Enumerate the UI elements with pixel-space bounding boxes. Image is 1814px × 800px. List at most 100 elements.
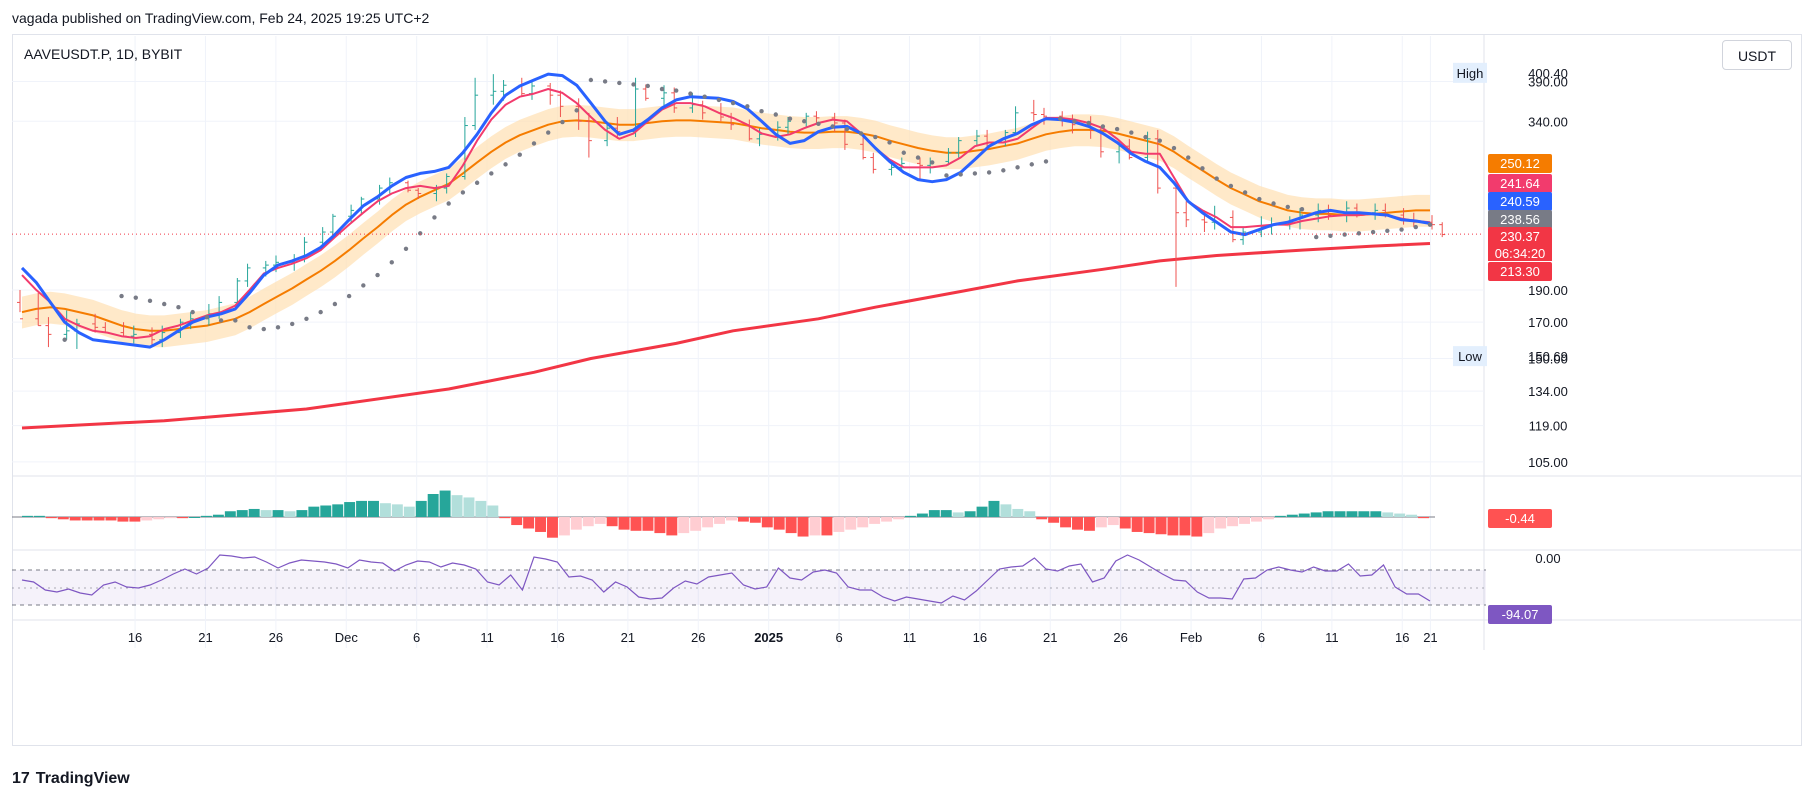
macd-bar <box>45 517 57 519</box>
macd-bar <box>1036 517 1048 520</box>
macd-bar <box>1322 511 1334 517</box>
price-tag: 238.56 <box>1500 212 1540 227</box>
x-tick-label: Feb <box>1180 630 1202 645</box>
sar-dot <box>1271 201 1276 206</box>
macd-bar <box>212 514 224 517</box>
price-tag-box <box>1488 244 1552 261</box>
macd-bar <box>1000 504 1012 517</box>
sar-dot <box>716 97 722 103</box>
macd-bar <box>463 497 475 517</box>
x-tick-label: 11 <box>1325 630 1339 645</box>
sar-dot <box>247 325 252 330</box>
x-tick-label: 16 <box>973 630 987 645</box>
macd-bar <box>81 517 93 521</box>
currency-selector[interactable]: USDT <box>1722 40 1792 70</box>
macd-bar <box>570 517 582 530</box>
macd-bar <box>726 517 737 521</box>
sar-dot <box>62 337 67 342</box>
sar-dot <box>1314 234 1319 240</box>
sar-dot <box>1029 162 1034 167</box>
y-tick-label: 390.00 <box>1528 74 1568 89</box>
sar-dot <box>674 88 679 93</box>
macd-bar <box>415 500 427 517</box>
sar-dot <box>1100 124 1106 129</box>
sar-dot <box>1072 119 1077 124</box>
macd-bar <box>821 517 833 536</box>
macd-bar <box>988 500 1000 517</box>
sar-dot <box>474 180 480 185</box>
macd-bar <box>773 517 785 530</box>
sar-dot <box>546 130 551 135</box>
sar-dot <box>787 116 793 121</box>
macd-bar <box>403 506 415 517</box>
high-value: 400.40 <box>1528 66 1568 81</box>
rsi-zero-label: 0.00 <box>1535 551 1560 566</box>
envelope-band <box>22 104 1430 348</box>
macd-bar <box>1095 517 1107 528</box>
macd-bar <box>558 517 570 536</box>
x-tick-label: 21 <box>1423 630 1437 645</box>
ma-200-line <box>21 242 1431 430</box>
x-tick-label: 6 <box>1258 630 1265 645</box>
sar-dot <box>432 215 437 220</box>
sar-dot <box>318 309 323 315</box>
macd-bar <box>809 517 821 536</box>
y-tick-label: 190.00 <box>1528 283 1568 298</box>
macd-bar <box>69 517 81 521</box>
sar-dot <box>1015 165 1020 170</box>
macd-bar <box>165 517 177 519</box>
macd-bar <box>475 500 487 517</box>
y-tick-label: 170.00 <box>1528 315 1568 330</box>
sar-dot <box>162 301 167 307</box>
tradingview-logo[interactable]: 17 TradingView <box>12 770 130 788</box>
macd-bar <box>368 500 379 517</box>
macd-bar <box>439 490 451 517</box>
x-tick-label: 16 <box>1395 630 1409 645</box>
sar-dot <box>560 119 565 125</box>
macd-bar <box>630 517 642 531</box>
y-tick-label: 105.00 <box>1528 455 1568 470</box>
price-tag: 213.30 <box>1500 264 1540 279</box>
macd-bar <box>702 517 714 528</box>
sar-dot <box>659 86 665 92</box>
low-label-box <box>1453 346 1487 367</box>
sar-dot <box>688 91 693 96</box>
price-tag-box <box>1488 227 1552 246</box>
macd-bar <box>893 517 904 520</box>
macd-bar <box>1143 517 1155 534</box>
sar-dot <box>944 173 949 178</box>
price-tag: 240.59 <box>1500 194 1540 209</box>
price-tag: 250.12 <box>1500 156 1540 171</box>
macd-bar <box>1262 517 1274 520</box>
y-tick-label: 340.00 <box>1528 114 1568 129</box>
rsi-tag: -94.07 <box>1502 607 1539 622</box>
macd-bar <box>1215 517 1227 529</box>
sar-dot <box>1143 134 1148 140</box>
macd-bar <box>1239 517 1251 524</box>
macd-bar <box>618 517 630 530</box>
macd-bar <box>499 517 511 519</box>
macd-bar <box>248 508 260 517</box>
sar-dot <box>1043 159 1049 164</box>
macd-bar <box>57 517 69 520</box>
sar-dot <box>304 316 309 321</box>
x-tick-label: 6 <box>835 630 842 645</box>
sar-dot <box>574 108 579 113</box>
sar-dot <box>361 283 366 288</box>
rsi-line <box>21 554 1431 604</box>
sar-dot <box>133 295 138 300</box>
sar-dot <box>446 201 451 206</box>
macd-bar <box>535 517 547 532</box>
sar-dot <box>759 108 764 114</box>
sar-dot <box>730 100 736 106</box>
x-tick-label: 16 <box>128 630 142 645</box>
sar-dot <box>1285 204 1290 210</box>
macd-bar <box>940 510 952 517</box>
price-tag: 241.64 <box>1500 176 1540 191</box>
x-tick-label: Dec <box>335 630 359 645</box>
sar-dot <box>645 83 650 89</box>
sar-dot <box>275 325 281 330</box>
sar-dot <box>218 318 224 323</box>
macd-bar <box>272 510 284 517</box>
